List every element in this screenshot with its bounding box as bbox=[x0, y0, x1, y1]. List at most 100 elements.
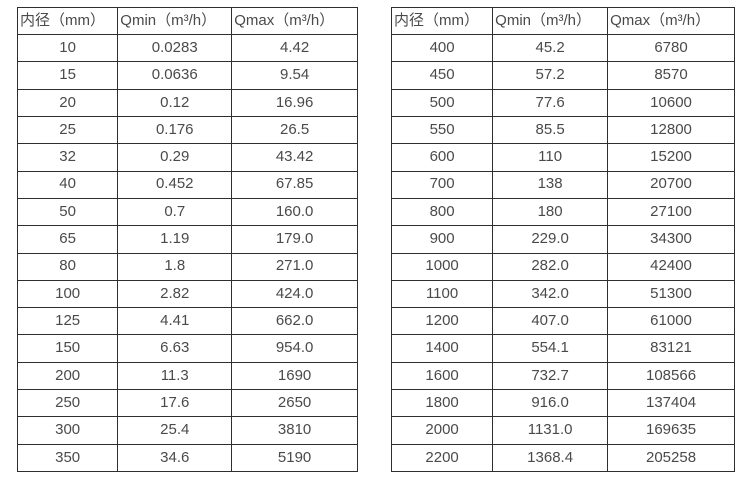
table-cell: 1.8 bbox=[117, 252, 233, 281]
table-cell: 1200 bbox=[390, 307, 494, 336]
table-cell: 954.0 bbox=[231, 334, 358, 363]
table-row: 80 1.8 271.0 bbox=[16, 252, 358, 281]
table-cell: 0.29 bbox=[117, 143, 233, 172]
table-row: 1400 554.1 83121 bbox=[390, 334, 735, 363]
table-cell: 42400 bbox=[607, 252, 735, 281]
table-cell: 179.0 bbox=[231, 225, 358, 254]
table-cell: 424.0 bbox=[231, 279, 358, 309]
table-cell: 662.0 bbox=[231, 307, 358, 336]
table-cell: 67.85 bbox=[231, 170, 358, 199]
table-cell: 2.82 bbox=[117, 279, 233, 309]
table-row: 1000 282.0 42400 bbox=[390, 252, 735, 281]
table-cell: 2650 bbox=[231, 389, 358, 418]
table-cell: 554.1 bbox=[492, 334, 609, 363]
table-cell: 138 bbox=[492, 170, 609, 199]
table-cell: 20700 bbox=[607, 170, 735, 199]
table-cell: 1600 bbox=[390, 361, 494, 391]
column-header-qmin: Qmin（m³/h） bbox=[492, 7, 609, 35]
table-cell: 700 bbox=[390, 170, 494, 199]
table-cell: 83121 bbox=[607, 334, 735, 363]
table-cell: 0.0283 bbox=[117, 33, 233, 63]
table-cell: 51300 bbox=[607, 279, 735, 309]
table-cell: 450 bbox=[390, 61, 494, 90]
table-cell: 800 bbox=[390, 197, 494, 227]
table-cell: 1.19 bbox=[117, 225, 233, 254]
table-cell: 1368.4 bbox=[492, 443, 609, 473]
table-row: 2200 1368.4 205258 bbox=[390, 443, 735, 473]
table-cell: 732.7 bbox=[492, 361, 609, 391]
table-cell: 4.42 bbox=[231, 33, 358, 63]
table-cell: 57.2 bbox=[492, 61, 609, 90]
table-row: 300 25.4 3810 bbox=[16, 416, 358, 445]
table-cell: 17.6 bbox=[117, 389, 233, 418]
table-cell: 61000 bbox=[607, 307, 735, 336]
table-cell: 4.41 bbox=[117, 307, 233, 336]
table-row: 1800 916.0 137404 bbox=[390, 389, 735, 418]
table-row: 2000 1131.0 169635 bbox=[390, 416, 735, 445]
table-cell: 350 bbox=[16, 443, 119, 473]
table-row: 25 0.176 26.5 bbox=[16, 115, 358, 145]
table-cell: 500 bbox=[390, 88, 494, 117]
header-row: 内径（mm） Qmin（m³/h） Qmax（m³/h） bbox=[390, 7, 735, 35]
table-cell: 0.7 bbox=[117, 197, 233, 227]
table-cell: 108566 bbox=[607, 361, 735, 391]
table-row: 350 34.6 5190 bbox=[16, 443, 358, 473]
table-row: 15 0.0636 9.54 bbox=[16, 61, 358, 90]
table-cell: 250 bbox=[16, 389, 119, 418]
table-cell: 1400 bbox=[390, 334, 494, 363]
table-cell: 15 bbox=[16, 61, 119, 90]
table-cell: 150 bbox=[16, 334, 119, 363]
table-cell: 50 bbox=[16, 197, 119, 227]
table-cell: 2000 bbox=[390, 416, 494, 445]
table-cell: 40 bbox=[16, 170, 119, 199]
table-row: 65 1.19 179.0 bbox=[16, 225, 358, 254]
table-row: 500 77.6 10600 bbox=[390, 88, 735, 117]
table-cell: 229.0 bbox=[492, 225, 609, 254]
table-cell: 16.96 bbox=[231, 88, 358, 117]
flow-table-large-diameters: 内径（mm） Qmin（m³/h） Qmax（m³/h） 400 45.2 6780… bbox=[390, 7, 735, 473]
table-row: 200 11.3 1690 bbox=[16, 361, 358, 391]
flow-table-small-diameters: 内径（mm） Qmin（m³/h） Qmax（m³/h） 10 0.0283 4.4… bbox=[16, 7, 358, 473]
table-cell: 43.42 bbox=[231, 143, 358, 172]
column-header-qmax: Qmax（m³/h） bbox=[231, 7, 358, 35]
table-cell: 32 bbox=[16, 143, 119, 172]
table-body: 400 45.2 6780 450 57.2 8570 500 77.6 10600 550 85.… bbox=[390, 33, 735, 473]
table-cell: 10600 bbox=[607, 88, 735, 117]
table-cell: 550 bbox=[390, 115, 494, 145]
table-row: 250 17.6 2650 bbox=[16, 389, 358, 418]
table-cell: 80 bbox=[16, 252, 119, 281]
table-cell: 200 bbox=[16, 361, 119, 391]
table-cell: 137404 bbox=[607, 389, 735, 418]
table-cell: 282.0 bbox=[492, 252, 609, 281]
table-cell: 110 bbox=[492, 143, 609, 172]
table-cell: 12800 bbox=[607, 115, 735, 145]
column-header-qmax: Qmax（m³/h） bbox=[607, 7, 735, 35]
table-cell: 400 bbox=[390, 33, 494, 63]
table-cell: 1800 bbox=[390, 389, 494, 418]
table-cell: 300 bbox=[16, 416, 119, 445]
table-cell: 25 bbox=[16, 115, 119, 145]
table-row: 600 110 15200 bbox=[390, 143, 735, 172]
table-cell: 45.2 bbox=[492, 33, 609, 63]
table-cell: 271.0 bbox=[231, 252, 358, 281]
column-header-qmin: Qmin（m³/h） bbox=[117, 7, 233, 35]
table-cell: 2200 bbox=[390, 443, 494, 473]
table-cell: 65 bbox=[16, 225, 119, 254]
table-row: 450 57.2 8570 bbox=[390, 61, 735, 90]
table-cell: 77.6 bbox=[492, 88, 609, 117]
table-cell: 0.452 bbox=[117, 170, 233, 199]
table-cell: 1000 bbox=[390, 252, 494, 281]
table-cell: 5190 bbox=[231, 443, 358, 473]
table-cell: 20 bbox=[16, 88, 119, 117]
column-header-diameter: 内径（mm） bbox=[16, 7, 119, 35]
table-cell: 342.0 bbox=[492, 279, 609, 309]
table-cell: 8570 bbox=[607, 61, 735, 90]
table-cell: 1100 bbox=[390, 279, 494, 309]
table-cell: 27100 bbox=[607, 197, 735, 227]
table-cell: 15200 bbox=[607, 143, 735, 172]
table-cell: 407.0 bbox=[492, 307, 609, 336]
table-cell: 900 bbox=[390, 225, 494, 254]
header-row: 内径（mm） Qmin（m³/h） Qmax（m³/h） bbox=[16, 7, 358, 35]
table-row: 50 0.7 160.0 bbox=[16, 197, 358, 227]
